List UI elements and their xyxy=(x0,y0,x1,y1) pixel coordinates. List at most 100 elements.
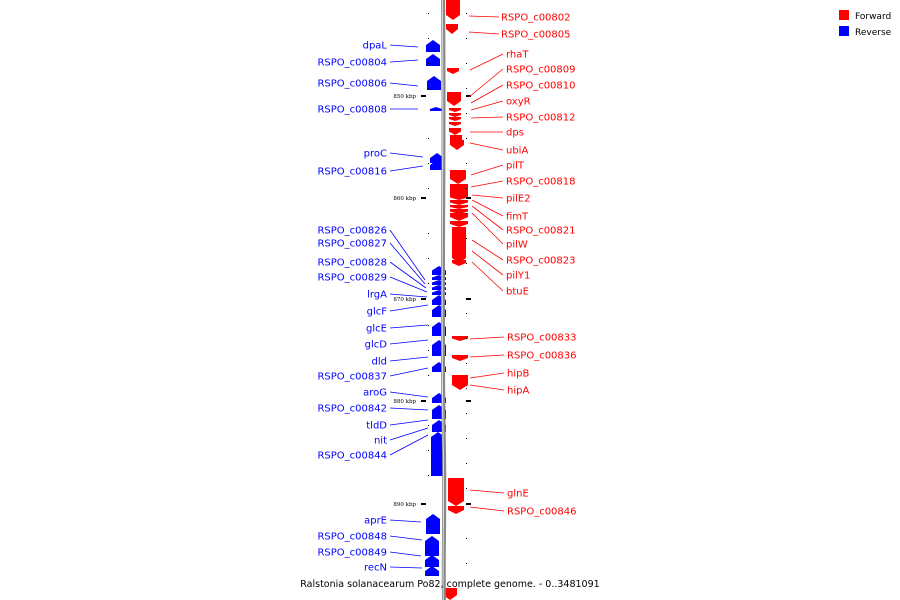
forward-gene-block xyxy=(447,92,461,106)
forward-gene-label: RSPO_c00810 xyxy=(506,81,576,92)
forward-leader-line xyxy=(471,239,504,261)
reverse-leader-line xyxy=(389,44,419,48)
reverse-gene-label: aprE xyxy=(364,516,387,527)
forward-gene-label: ubiA xyxy=(506,146,528,157)
reverse-leader-line xyxy=(389,229,426,281)
forward-gene-block xyxy=(449,108,461,112)
backbone-highlight xyxy=(441,0,445,600)
minor-tick-mark xyxy=(466,563,467,564)
forward-leader-line xyxy=(469,336,505,340)
minor-tick-mark xyxy=(466,363,467,364)
minor-tick-mark xyxy=(428,575,429,576)
minor-tick-mark xyxy=(428,550,429,551)
reverse-leader-line xyxy=(389,82,419,87)
reverse-gene-label: RSPO_c00828 xyxy=(317,258,387,269)
tick-label: 870 kbp xyxy=(393,297,416,303)
reverse-gene-label: RSPO_c00808 xyxy=(317,105,387,116)
reverse-gene-label: tldD xyxy=(366,421,387,432)
minor-tick-mark xyxy=(466,38,467,39)
forward-leader-line xyxy=(468,15,500,18)
tick-label: 860 kbp xyxy=(393,196,416,202)
minor-tick-mark xyxy=(466,88,467,89)
major-tick-mark xyxy=(421,400,426,402)
forward-leader-line xyxy=(469,142,504,151)
reverse-leader-line xyxy=(389,419,429,426)
forward-leader-line xyxy=(471,194,504,199)
forward-gene-block xyxy=(450,205,468,209)
reverse-gene-block xyxy=(425,555,439,567)
forward-gene-block xyxy=(450,200,468,205)
minor-tick-mark xyxy=(466,538,467,539)
reverse-leader-line xyxy=(389,152,424,158)
major-tick-mark xyxy=(466,503,471,505)
forward-gene-label: btuE xyxy=(506,287,529,298)
backbone-line xyxy=(440,0,447,600)
reverse-leader-line xyxy=(389,566,423,569)
minor-tick-mark xyxy=(428,138,429,139)
forward-gene-block xyxy=(450,213,468,221)
minor-tick-mark xyxy=(466,488,467,489)
minor-tick-mark xyxy=(428,63,429,64)
forward-leader-line xyxy=(469,506,505,512)
minor-tick-mark xyxy=(466,13,467,14)
forward-leader-line xyxy=(471,205,504,231)
major-tick-mark xyxy=(421,197,426,199)
minor-tick-mark xyxy=(466,63,467,64)
forward-gene-block xyxy=(449,122,461,126)
minor-tick-mark xyxy=(428,38,429,39)
minor-tick-mark xyxy=(428,283,429,284)
forward-leader-line xyxy=(470,84,504,104)
reverse-gene-block xyxy=(430,153,444,163)
forward-leader-line xyxy=(471,250,504,276)
minor-tick-mark xyxy=(466,388,467,389)
reverse-gene-label: RSPO_c00848 xyxy=(317,532,387,543)
minor-tick-mark xyxy=(428,475,429,476)
reverse-gene-labels: dpaL RSPO_c00804 RSPO_c00806 RSPO_c00808pro… xyxy=(317,41,429,574)
reverse-gene-label: RSPO_c00816 xyxy=(317,167,387,178)
forward-gene-block xyxy=(450,209,468,214)
reverse-gene-block xyxy=(427,76,441,90)
legend-forward-label: Forward xyxy=(855,12,891,22)
legend: Forward Reverse xyxy=(839,10,892,38)
reverse-leader-line xyxy=(389,407,429,411)
forward-leader-line xyxy=(469,354,505,358)
forward-leader-line xyxy=(471,261,504,292)
reverse-gene-block xyxy=(426,40,440,52)
minor-tick-mark xyxy=(428,375,429,376)
reverse-gene-block xyxy=(425,536,439,556)
forward-gene-label: RSPO_c00846 xyxy=(507,507,577,518)
forward-leader-line xyxy=(470,116,504,119)
tick-label: 880 kbp xyxy=(393,399,416,405)
reverse-leader-line xyxy=(389,356,429,362)
major-tick-mark xyxy=(421,503,426,505)
forward-gene-label: RSPO_c00802 xyxy=(501,13,571,24)
reverse-leader-line xyxy=(389,59,419,63)
forward-gene-blocks xyxy=(443,0,468,600)
forward-gene-label: pilY1 xyxy=(506,271,530,282)
reverse-leader-line xyxy=(389,519,422,523)
forward-gene-block xyxy=(450,221,468,227)
reverse-gene-block xyxy=(430,160,444,170)
reverse-gene-blocks xyxy=(425,40,446,576)
forward-gene-label: fimT xyxy=(506,212,529,223)
reverse-gene-block xyxy=(431,432,445,476)
forward-leader-line xyxy=(469,384,505,391)
minor-tick-mark xyxy=(466,463,467,464)
forward-gene-block xyxy=(452,260,466,266)
forward-gene-label: glnE xyxy=(507,489,529,500)
forward-gene-label: RSPO_c00818 xyxy=(506,177,576,188)
reverse-gene-block xyxy=(425,566,439,576)
minor-tick-mark xyxy=(428,525,429,526)
reverse-gene-label: RSPO_c00806 xyxy=(317,79,387,90)
minor-tick-mark xyxy=(466,413,467,414)
legend-reverse-swatch xyxy=(839,26,849,36)
forward-leader-line xyxy=(468,68,504,98)
minor-tick-mark xyxy=(428,450,429,451)
forward-leader-line xyxy=(469,372,505,379)
reverse-leader-line xyxy=(389,367,429,377)
major-tick-mark xyxy=(466,197,471,199)
reverse-leader-line xyxy=(389,324,429,329)
forward-gene-label: RSPO_c00805 xyxy=(501,30,571,41)
tick-label: 890 kbp xyxy=(393,502,416,508)
